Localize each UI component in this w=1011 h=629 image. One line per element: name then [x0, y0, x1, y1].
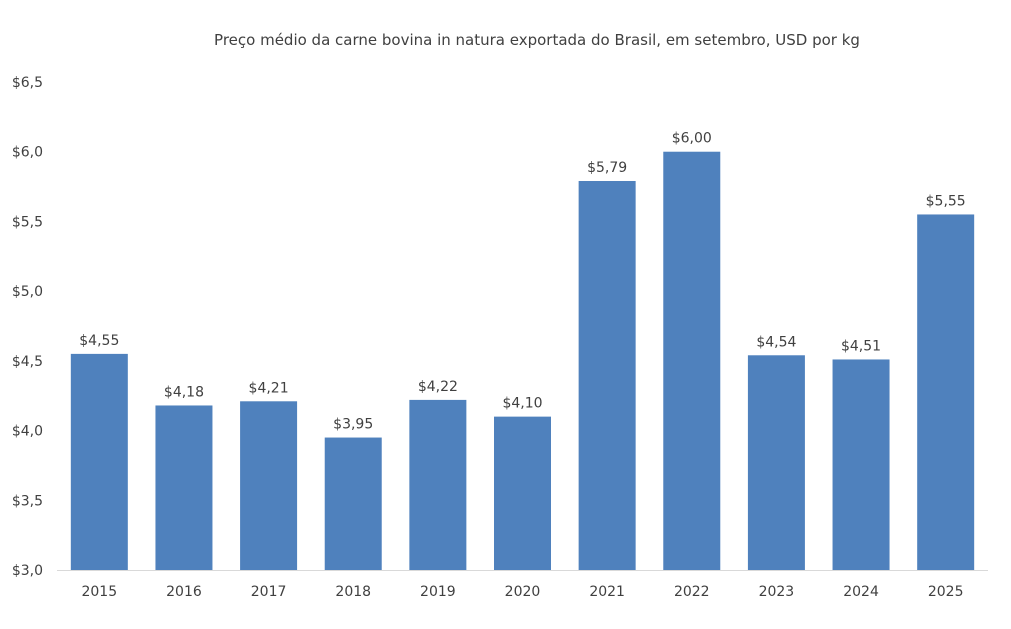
- bar-2020: [494, 416, 551, 570]
- y-tick-label: $4,0: [12, 424, 43, 440]
- data-label: $4,22: [418, 379, 458, 395]
- x-tick-label: 2016: [166, 584, 202, 600]
- y-tick-label: $3,0: [12, 563, 43, 579]
- x-tick-label: 2025: [928, 584, 964, 600]
- x-tick-label: 2018: [335, 584, 371, 600]
- y-tick-label: $6,0: [12, 145, 43, 161]
- data-label: $4,55: [79, 333, 119, 349]
- bar-2025: [917, 214, 975, 570]
- bar-2017: [240, 401, 298, 570]
- bar-2019: [409, 399, 467, 570]
- bar-2015: [70, 353, 128, 570]
- data-label: $3,95: [333, 417, 373, 433]
- data-label: $4,10: [502, 396, 542, 412]
- x-tick-label: 2021: [589, 584, 625, 600]
- bar-2016: [155, 405, 213, 570]
- x-tick-label: 2017: [251, 584, 287, 600]
- x-tick-label: 2023: [759, 584, 795, 600]
- y-tick-label: $3,5: [12, 493, 43, 509]
- y-tick-label: $4,5: [12, 354, 43, 370]
- y-tick-label: $5,0: [12, 284, 43, 300]
- x-tick-label: 2020: [505, 584, 541, 600]
- data-label: $6,00: [672, 131, 712, 147]
- data-label: $5,55: [926, 193, 966, 209]
- bar-2024: [832, 359, 890, 570]
- x-tick-label: 2015: [81, 584, 117, 600]
- bar-2022: [663, 151, 721, 570]
- y-tick-label: $6,5: [12, 75, 43, 91]
- data-label: $4,51: [841, 338, 881, 354]
- x-tick-label: 2019: [420, 584, 456, 600]
- y-tick-label: $5,5: [12, 214, 43, 230]
- x-tick-label: 2022: [674, 584, 710, 600]
- data-label: $4,21: [249, 380, 289, 396]
- data-label: $5,79: [587, 160, 627, 176]
- bar-2023: [747, 355, 805, 570]
- data-label: $4,18: [164, 384, 204, 400]
- bar-2021: [578, 180, 636, 570]
- bar-2018: [324, 437, 382, 570]
- chart-title: Preço médio da carne bovina in natura ex…: [214, 31, 860, 49]
- data-label: $4,54: [756, 334, 796, 350]
- x-tick-label: 2024: [843, 584, 879, 600]
